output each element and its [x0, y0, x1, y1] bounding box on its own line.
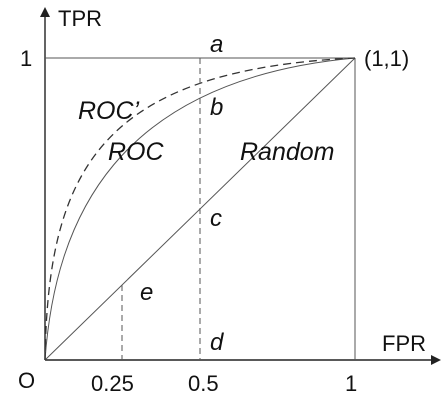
origin-label: O: [18, 368, 35, 393]
point-a-label: a: [210, 31, 223, 58]
point-b-label: b: [210, 94, 223, 121]
y-tick-1: 1: [20, 46, 32, 71]
roc-prime-label: ROC’: [78, 97, 140, 125]
roc-curve: [44, 57, 356, 361]
point-c-label: c: [210, 205, 222, 232]
corner-label: (1,1): [364, 46, 409, 71]
x-tick-1: 1: [345, 371, 357, 396]
point-d-label: d: [210, 329, 224, 356]
y-axis-label: TPR: [58, 6, 102, 31]
roc-prime-curve: [44, 57, 356, 361]
x-tick-0-25: 0.25: [91, 371, 134, 396]
point-e-label: e: [140, 279, 153, 306]
x-axis-label: FPR: [382, 331, 426, 356]
x-tick-0-5: 0.5: [188, 371, 219, 396]
roc-label: ROC: [108, 138, 165, 166]
random-label: Random: [240, 138, 335, 166]
